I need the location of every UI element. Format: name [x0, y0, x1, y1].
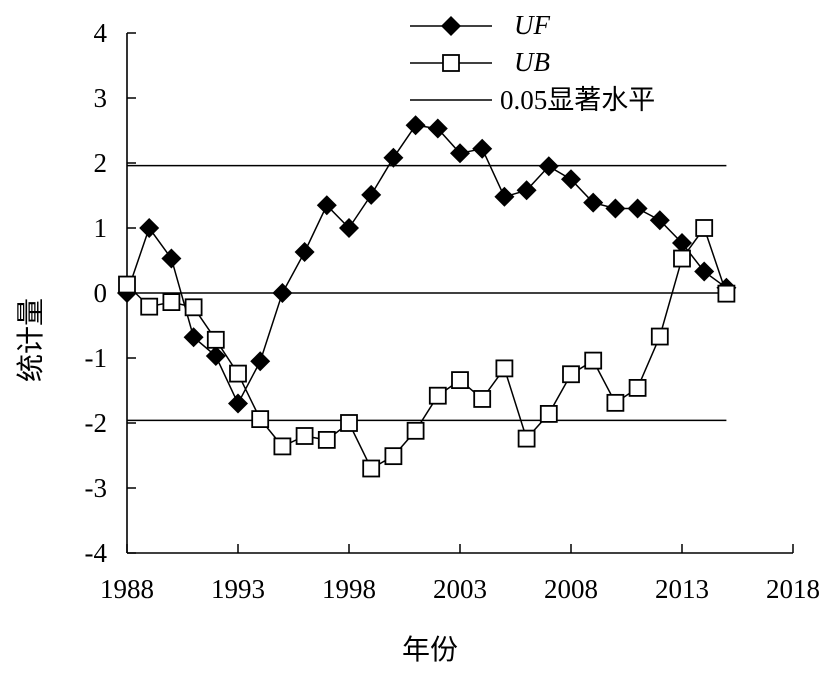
data-point-uf	[339, 218, 359, 238]
data-point-uf	[627, 198, 648, 219]
data-point-ub	[717, 284, 736, 303]
y-tick-label: 1	[94, 213, 108, 243]
data-point-uf	[605, 198, 626, 219]
x-tick-label: 1993	[211, 574, 265, 604]
data-point-ub	[251, 410, 270, 429]
y-tick-label: 2	[94, 148, 108, 178]
data-point-ub	[606, 393, 625, 412]
y-tick-label: 3	[94, 83, 108, 113]
data-point-ub	[539, 404, 558, 423]
legend-uf-marker	[441, 16, 461, 36]
data-point-ub	[451, 371, 469, 390]
series-lines	[126, 124, 728, 470]
data-point-ub	[229, 364, 247, 383]
data-point-ub	[650, 327, 669, 346]
legend-item-ub: UB	[410, 47, 550, 77]
data-point-ub	[273, 437, 292, 456]
data-point-ub	[562, 365, 580, 384]
y-tick-label: 4	[94, 18, 108, 48]
x-axis-title: 年份	[402, 634, 458, 666]
data-point-uf	[672, 232, 692, 253]
data-point-ub	[162, 293, 181, 312]
data-point-uf	[538, 156, 559, 177]
data-point-ub	[317, 430, 336, 449]
data-point-uf	[405, 115, 426, 136]
x-tick-label: 2018	[766, 574, 820, 604]
data-point-ub	[473, 390, 492, 408]
data-point-uf	[450, 143, 470, 164]
legend-item-significance: 0.05显著水平	[410, 85, 655, 115]
data-point-uf	[228, 393, 248, 414]
y-axis-title: 统计量	[15, 298, 47, 382]
legend: UF UB 0.05显著水平	[410, 10, 655, 115]
data-point-uf	[383, 147, 404, 168]
data-point-ub	[118, 275, 136, 294]
y-tick-label: -1	[85, 343, 108, 373]
series-line-uf	[126, 124, 727, 406]
data-point-uf	[161, 248, 182, 269]
data-point-uf	[427, 118, 448, 139]
data-point-ub	[428, 386, 447, 405]
data-point-ub	[495, 359, 514, 378]
data-point-uf	[139, 218, 160, 238]
data-point-ub	[184, 298, 203, 317]
data-point-uf	[250, 351, 271, 372]
data-point-ub	[517, 429, 536, 448]
data-point-uf	[361, 184, 382, 205]
x-tick-label: 1998	[322, 574, 376, 604]
legend-significance-label: 0.05显著水平	[500, 85, 655, 115]
x-tick-label: 2013	[655, 574, 709, 604]
y-tick-label: 0	[94, 278, 108, 308]
data-point-ub	[673, 249, 691, 268]
data-point-uf	[649, 210, 670, 231]
data-point-uf	[205, 346, 226, 367]
series-markers	[117, 115, 737, 478]
data-point-uf	[316, 195, 337, 216]
x-tick-label: 2003	[433, 574, 487, 604]
data-point-ub	[140, 297, 159, 316]
data-point-uf	[583, 192, 604, 213]
y-tick-label: -3	[85, 473, 108, 503]
data-point-ub	[695, 219, 714, 237]
data-point-ub	[362, 459, 381, 478]
x-tick-label: 2008	[544, 574, 598, 604]
data-point-ub	[584, 351, 603, 370]
legend-ub-label: UB	[514, 47, 550, 77]
data-point-ub	[628, 378, 647, 397]
data-point-ub	[384, 447, 403, 466]
data-point-uf	[183, 327, 204, 348]
data-point-uf	[472, 138, 493, 159]
y-ticks: 4 3 2 1 0 -1 -2 -3 -4	[85, 18, 136, 568]
data-point-ub	[295, 427, 314, 445]
x-ticks: 1988 1993 1998 2003 2008 2013 2018	[100, 544, 820, 604]
x-tick-label: 1988	[100, 574, 154, 604]
legend-uf-label: UF	[514, 10, 550, 40]
legend-item-uf: UF	[410, 10, 550, 40]
data-point-uf	[494, 186, 515, 207]
legend-ub-marker	[442, 54, 460, 72]
data-point-uf	[272, 283, 293, 303]
data-point-uf	[694, 261, 715, 282]
data-point-ub	[340, 414, 358, 432]
series-line-ub	[126, 226, 728, 470]
data-point-uf	[516, 180, 537, 201]
data-point-ub	[406, 421, 425, 440]
data-point-ub	[206, 330, 225, 349]
y-tick-label: -4	[85, 538, 108, 568]
data-point-uf	[561, 169, 581, 190]
y-tick-label: -2	[85, 408, 108, 438]
data-point-uf	[294, 242, 315, 263]
reference-lines	[127, 164, 727, 422]
